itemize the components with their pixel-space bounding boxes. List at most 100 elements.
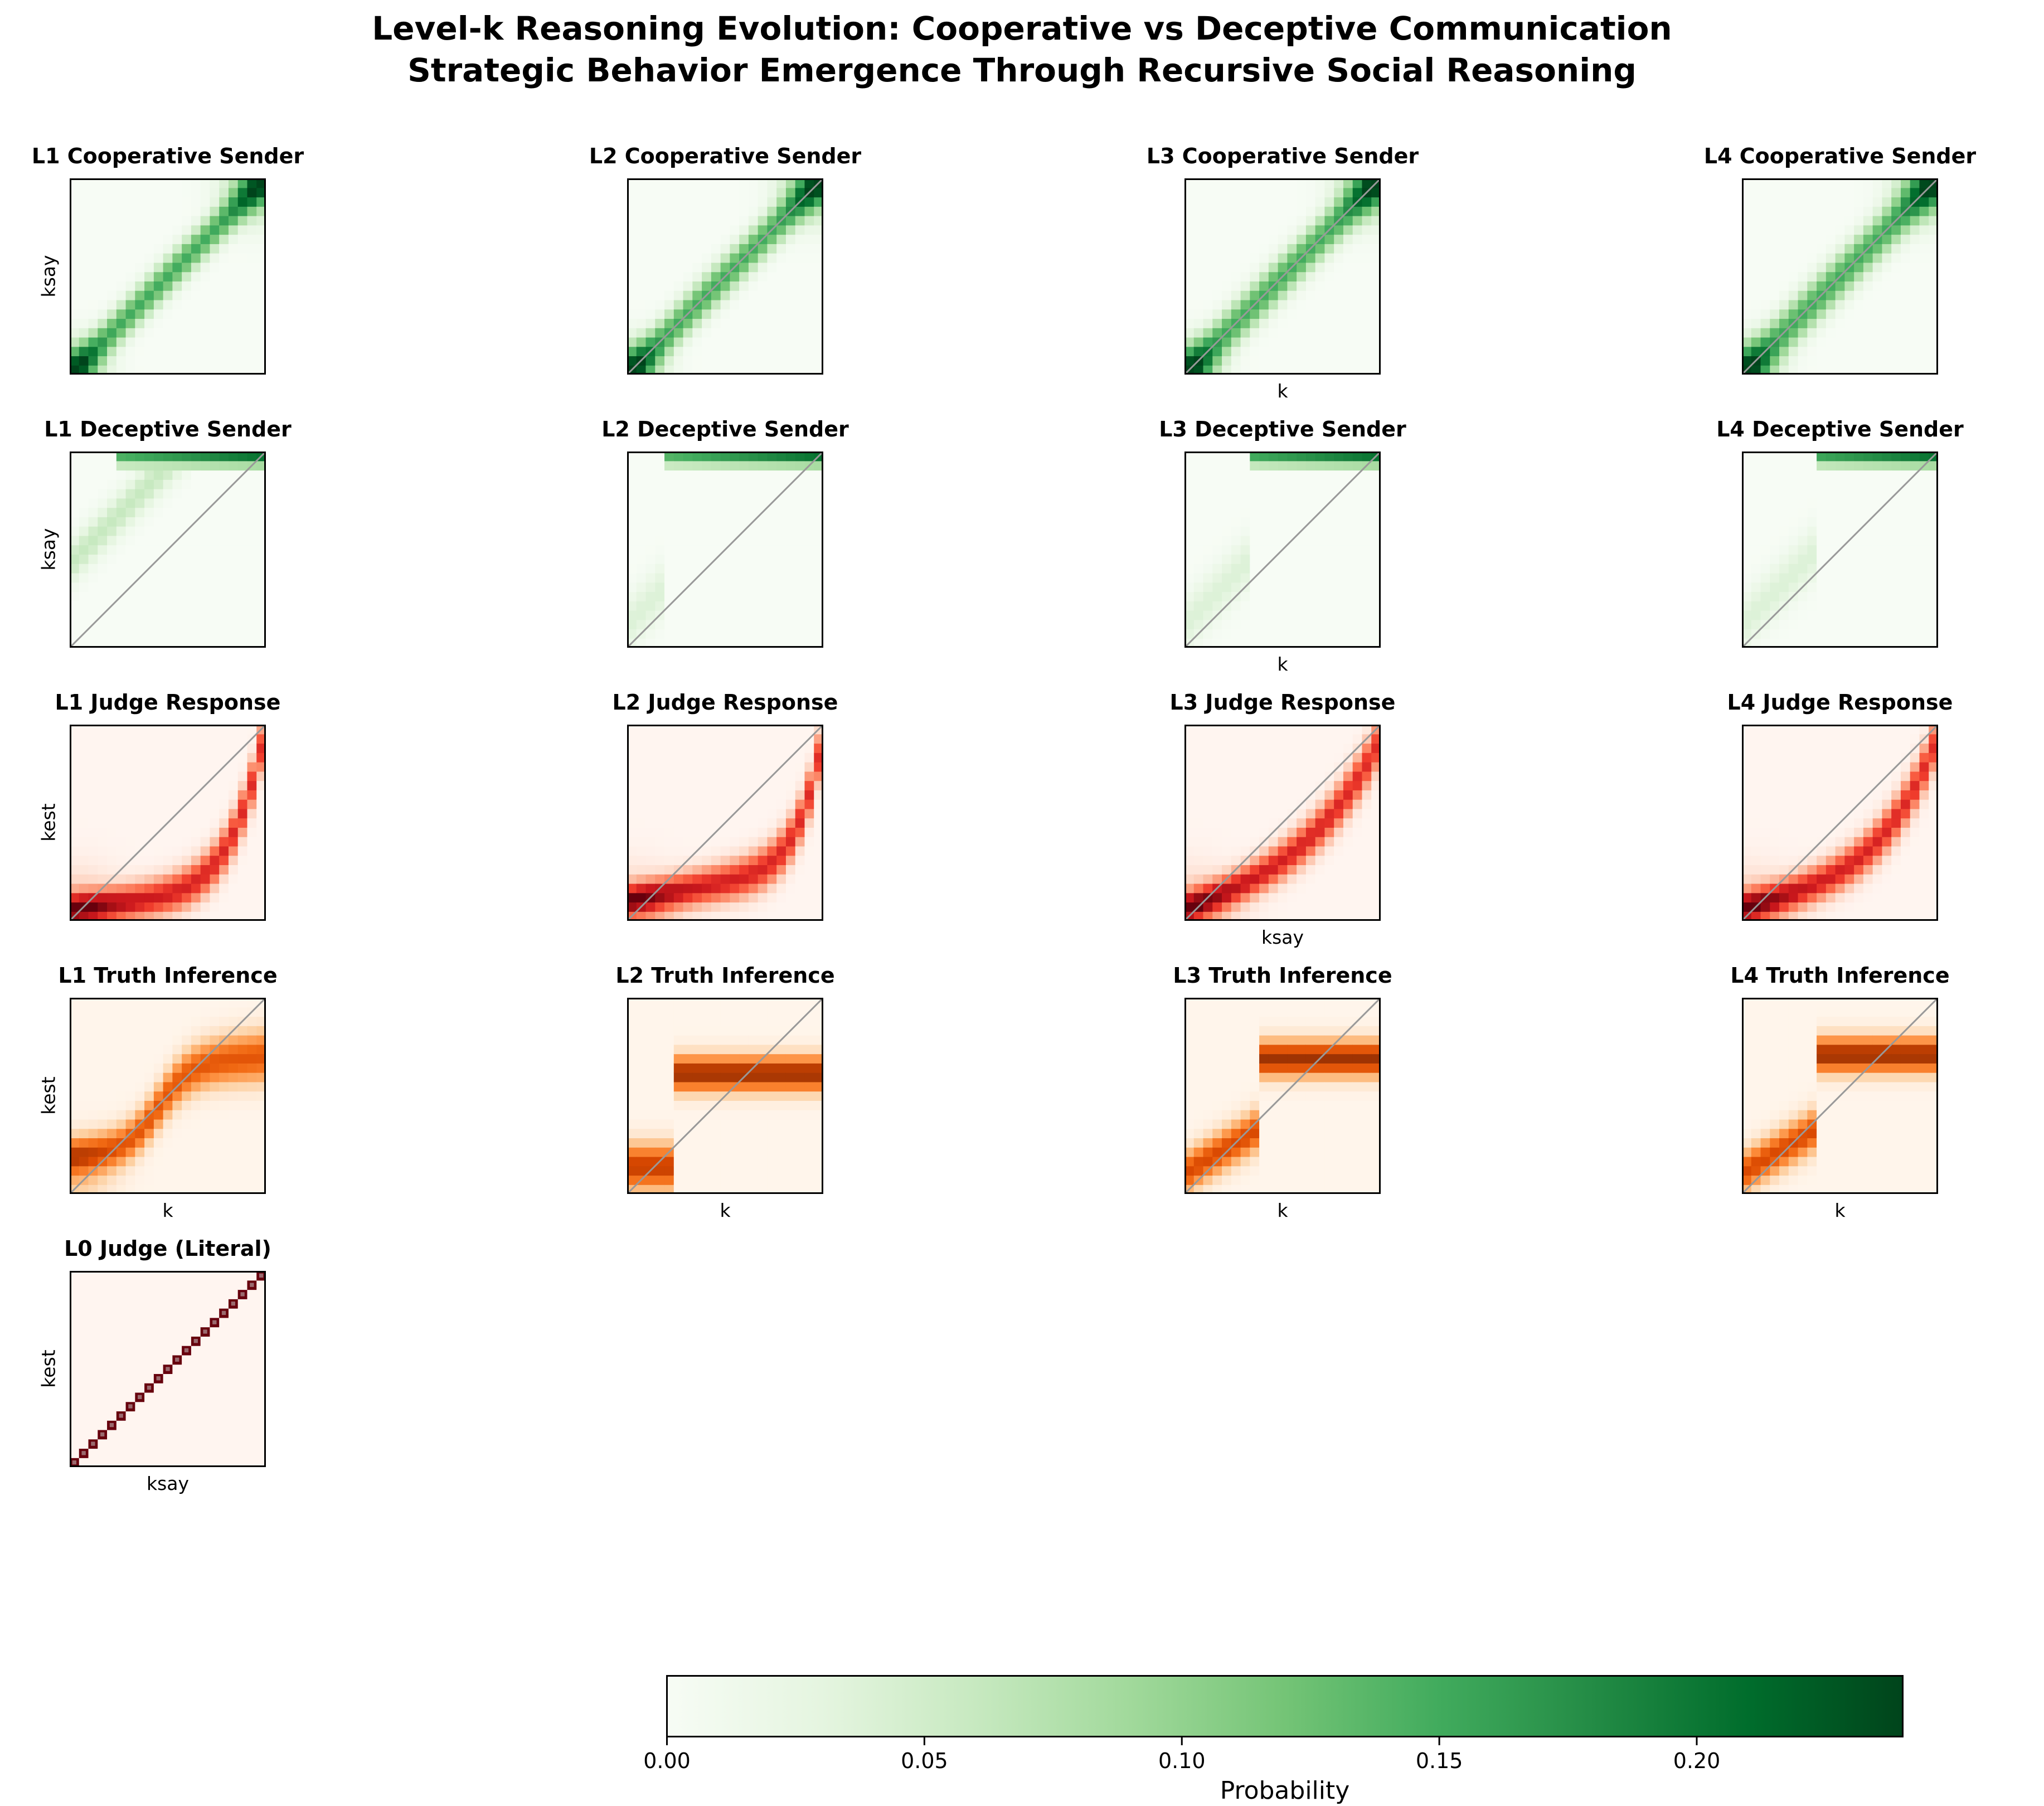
heatmap-cell — [664, 346, 674, 357]
heatmap-cell — [1231, 902, 1241, 912]
heatmap-cell — [228, 554, 239, 564]
heatmap-cell — [1315, 837, 1326, 847]
heatmap-cell — [1817, 545, 1827, 555]
heatmap-cell — [692, 470, 702, 480]
heatmap-cell — [645, 902, 656, 912]
heatmap-cell — [256, 554, 266, 564]
heatmap-cell — [1844, 619, 1854, 630]
heatmap-cell — [683, 725, 693, 735]
heatmap-cell — [1844, 234, 1854, 244]
heatmap-cell — [748, 629, 759, 639]
heatmap-cell — [1184, 883, 1195, 894]
heatmap-cell — [673, 808, 684, 819]
panel-frame — [627, 452, 823, 648]
heatmap-cell — [237, 892, 248, 903]
heatmap-cell — [795, 262, 805, 273]
heatmap-cell — [683, 346, 693, 357]
heatmap-cell — [1900, 318, 1911, 328]
heatmap-cell — [1222, 780, 1232, 790]
heatmap-cell — [730, 780, 740, 790]
heatmap-cell — [191, 337, 201, 347]
heatmap-cell — [758, 591, 768, 601]
heatmap-cell — [702, 554, 712, 564]
heatmap-cell — [1352, 225, 1363, 235]
heatmap-cell — [1250, 762, 1260, 772]
heatmap-cell — [1250, 535, 1260, 546]
heatmap-cell — [627, 206, 637, 216]
heatmap-cell — [664, 206, 674, 216]
heatmap-cell — [1798, 356, 1808, 366]
heatmap-cell — [79, 234, 89, 244]
heatmap-cell — [1240, 460, 1250, 471]
heatmap-cell — [1770, 244, 1780, 254]
heatmap-cell — [1788, 638, 1799, 648]
heatmap-cell — [1334, 346, 1344, 357]
heatmap-cell — [1315, 178, 1326, 188]
heatmap-cell — [98, 498, 108, 508]
heatmap-cell — [1334, 743, 1344, 753]
heatmap-cell — [748, 346, 759, 357]
heatmap-cell — [172, 216, 182, 226]
heatmap-cell — [191, 619, 201, 630]
heatmap-cell — [1259, 187, 1269, 198]
heatmap-cell — [645, 479, 656, 489]
heatmap-cell — [1779, 827, 1789, 837]
heatmap-cell — [247, 827, 257, 837]
heatmap-cell — [1760, 262, 1770, 273]
heatmap-cell — [172, 591, 182, 601]
heatmap-cell — [1343, 619, 1353, 630]
heatmap-cell — [1882, 507, 1892, 517]
panel-frame — [1184, 452, 1381, 648]
heatmap-cell — [720, 356, 730, 366]
heatmap-cell — [1184, 554, 1195, 564]
heatmap-cell — [247, 799, 257, 809]
heatmap-cell — [683, 610, 693, 620]
heatmap-cell — [1231, 753, 1241, 763]
heatmap-cell — [1297, 874, 1307, 884]
heatmap-cell — [135, 337, 145, 347]
heatmap-cell — [153, 225, 164, 235]
heatmap-cell — [1362, 545, 1372, 555]
heatmap-cell — [1844, 498, 1854, 508]
heatmap-cell — [636, 591, 647, 601]
heatmap-cell — [1250, 517, 1260, 527]
heatmap-cell — [79, 535, 89, 546]
heatmap-cell — [730, 489, 740, 499]
heatmap-cell — [1250, 281, 1260, 291]
heatmap-cell — [1268, 253, 1279, 263]
heatmap-cell — [1825, 526, 1836, 536]
heatmap-cell — [107, 799, 117, 809]
heatmap-cell — [739, 337, 749, 347]
heatmap-cell — [664, 591, 674, 601]
heatmap-cell — [144, 619, 154, 630]
heatmap-cell — [1929, 197, 1938, 207]
heatmap-cell — [200, 564, 211, 574]
heatmap-cell — [1929, 309, 1938, 319]
heatmap-cell — [219, 337, 229, 347]
heatmap-cell — [1259, 780, 1269, 790]
heatmap-cell — [1268, 178, 1279, 188]
heatmap-cell — [98, 206, 108, 216]
heatmap-cell — [1297, 638, 1307, 648]
heatmap-cell — [1240, 743, 1250, 753]
heatmap-cell — [673, 911, 684, 921]
heatmap-cell — [1751, 582, 1761, 593]
heatmap-cell — [1315, 470, 1326, 480]
heatmap-cell — [1334, 517, 1344, 527]
heatmap-cell — [1250, 591, 1260, 601]
heatmap-cell — [200, 498, 211, 508]
heatmap-l3-cooperative-sender — [1184, 178, 1381, 375]
heatmap-cell — [1798, 253, 1808, 263]
heatmap-cell — [88, 610, 98, 620]
heatmap-cell — [191, 725, 201, 735]
heatmap-cell — [1817, 178, 1827, 188]
heatmap-cell — [256, 790, 266, 800]
heatmap-cell — [673, 470, 684, 480]
heatmap-cell — [1324, 619, 1334, 630]
heatmap-cell — [1891, 318, 1901, 328]
heatmap-cell — [1193, 346, 1204, 357]
heatmap-cell — [767, 281, 777, 291]
heatmap-cell — [1315, 206, 1326, 216]
heatmap-cell — [636, 883, 647, 894]
heatmap-cell — [1882, 253, 1892, 263]
